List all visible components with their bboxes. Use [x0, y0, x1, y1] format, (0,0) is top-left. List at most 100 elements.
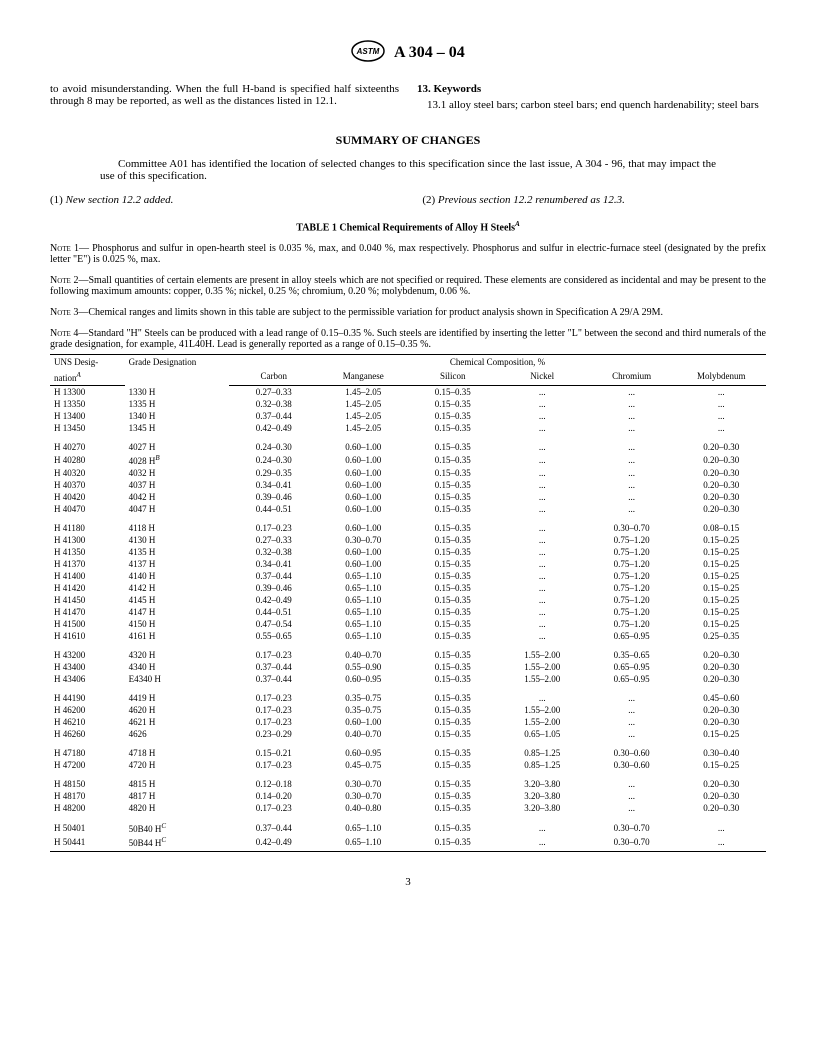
- table-cell: 4419 H: [125, 685, 229, 704]
- table-cell: ...: [676, 386, 766, 399]
- table-cell: 0.15–0.25: [676, 618, 766, 630]
- table-cell: 1.45–2.05: [318, 398, 407, 410]
- table-cell: 0.15–0.35: [408, 515, 497, 534]
- table-cell: 0.75–1.20: [587, 546, 676, 558]
- table-row: H 134001340 H0.37–0.441.45–2.050.15–0.35…: [50, 410, 766, 422]
- table-cell: H 48170: [50, 790, 125, 802]
- table-cell: ...: [497, 515, 586, 534]
- table-cell: 0.15–0.35: [408, 467, 497, 479]
- table-cell: 0.29–0.35: [229, 467, 318, 479]
- committee-text: Committee A01 has identified the locatio…: [100, 158, 716, 182]
- table-cell: H 41500: [50, 618, 125, 630]
- table-cell: 0.30–0.70: [587, 515, 676, 534]
- table-cell: H 48200: [50, 802, 125, 814]
- table-cell: ...: [676, 410, 766, 422]
- table-cell: 0.60–1.00: [318, 515, 407, 534]
- table-row: H 411804118 H0.17–0.230.60–1.000.15–0.35…: [50, 515, 766, 534]
- table-cell: 4130 H: [125, 534, 229, 546]
- table-cell: 4042 H: [125, 491, 229, 503]
- table-cell: 0.65–1.10: [318, 835, 407, 852]
- table-cell: 0.37–0.44: [229, 814, 318, 835]
- table-row: H 434004340 H0.37–0.440.55–0.900.15–0.35…: [50, 661, 766, 673]
- table-cell: H 41450: [50, 594, 125, 606]
- table-cell: H 50441: [50, 835, 125, 852]
- table-cell: 0.60–1.00: [318, 434, 407, 453]
- table-cell: 0.15–0.25: [676, 558, 766, 570]
- table-cell: 4145 H: [125, 594, 229, 606]
- table-cell: ...: [587, 704, 676, 716]
- table-cell: ...: [587, 728, 676, 740]
- table-cell: 0.15–0.35: [408, 434, 497, 453]
- table-cell: 4340 H: [125, 661, 229, 673]
- table-cell: 4820 H: [125, 802, 229, 814]
- table-cell: 0.15–0.35: [408, 570, 497, 582]
- table-cell: 0.37–0.44: [229, 661, 318, 673]
- table-row: H 43406E4340 H0.37–0.440.60–0.950.15–0.3…: [50, 673, 766, 685]
- table-cell: ...: [587, 453, 676, 467]
- table-cell: 0.20–0.30: [676, 453, 766, 467]
- table-cell: H 41610: [50, 630, 125, 642]
- table-cell: 1330 H: [125, 386, 229, 399]
- table-cell: 0.55–0.65: [229, 630, 318, 642]
- table-cell: 0.15–0.35: [408, 814, 497, 835]
- table-cell: ...: [587, 410, 676, 422]
- table-cell: 0.60–0.95: [318, 673, 407, 685]
- table-cell: 4028 HB: [125, 453, 229, 467]
- table-cell: E4340 H: [125, 673, 229, 685]
- table-cell: H 46260: [50, 728, 125, 740]
- th-uns: UNS Desig-: [50, 355, 125, 370]
- table-cell: 0.30–0.70: [318, 790, 407, 802]
- table-cell: 0.17–0.23: [229, 759, 318, 771]
- table-cell: 0.23–0.29: [229, 728, 318, 740]
- table-row: H 414504145 H0.42–0.490.65–1.100.15–0.35…: [50, 594, 766, 606]
- table-cell: 0.37–0.44: [229, 410, 318, 422]
- table-cell: ...: [587, 398, 676, 410]
- table-cell: ...: [497, 398, 586, 410]
- table-cell: 0.44–0.51: [229, 606, 318, 618]
- note-2: Note 2—Small quantities of certain eleme…: [50, 275, 766, 297]
- table-row: H 432004320 H0.17–0.230.40–0.700.15–0.35…: [50, 642, 766, 661]
- table-cell: 4037 H: [125, 479, 229, 491]
- table-cell: 0.75–1.20: [587, 618, 676, 630]
- table-row: H 471804718 H0.15–0.210.60–0.950.15–0.35…: [50, 740, 766, 759]
- th-molybdenum: Molybdenum: [676, 369, 766, 386]
- table-cell: 0.20–0.30: [676, 503, 766, 515]
- table-cell: 1335 H: [125, 398, 229, 410]
- table-cell: 4140 H: [125, 570, 229, 582]
- table-cell: 0.17–0.23: [229, 802, 318, 814]
- table-cell: 0.15–0.25: [676, 570, 766, 582]
- table-cell: 0.75–1.20: [587, 594, 676, 606]
- table-cell: 0.15–0.21: [229, 740, 318, 759]
- table-cell: 0.15–0.35: [408, 661, 497, 673]
- table-cell: 0.65–0.95: [587, 630, 676, 642]
- table-cell: 4815 H: [125, 771, 229, 790]
- table-cell: H 41180: [50, 515, 125, 534]
- table-cell: ...: [587, 685, 676, 704]
- table-cell: ...: [587, 503, 676, 515]
- table-cell: 0.17–0.23: [229, 716, 318, 728]
- note-3: Note 3—Chemical ranges and limits shown …: [50, 307, 766, 318]
- table-cell: 0.65–0.95: [587, 661, 676, 673]
- table-cell: 0.85–1.25: [497, 740, 586, 759]
- table-cell: 0.15–0.35: [408, 558, 497, 570]
- table-row: H 402704027 H0.24–0.300.60–1.000.15–0.35…: [50, 434, 766, 453]
- table-cell: 0.27–0.33: [229, 386, 318, 399]
- table-row: H 403704037 H0.34–0.410.60–1.000.15–0.35…: [50, 479, 766, 491]
- table-cell: H 41350: [50, 546, 125, 558]
- table-cell: 0.60–1.00: [318, 467, 407, 479]
- astm-logo-icon: ASTM: [351, 40, 385, 65]
- table-cell: 1.45–2.05: [318, 422, 407, 434]
- table-cell: ...: [497, 835, 586, 852]
- table-cell: 0.45–0.75: [318, 759, 407, 771]
- table-cell: 0.37–0.44: [229, 673, 318, 685]
- table-cell: 50B40 HC: [125, 814, 229, 835]
- table-cell: 0.65–1.10: [318, 582, 407, 594]
- table-cell: 0.65–0.95: [587, 673, 676, 685]
- table-cell: 0.75–1.20: [587, 558, 676, 570]
- table-cell: 0.60–1.00: [318, 503, 407, 515]
- table-cell: 0.14–0.20: [229, 790, 318, 802]
- table-cell: 0.12–0.18: [229, 771, 318, 790]
- table-cell: 0.15–0.35: [408, 642, 497, 661]
- table-cell: 0.15–0.35: [408, 594, 497, 606]
- th-grade: Grade Designation: [125, 355, 229, 386]
